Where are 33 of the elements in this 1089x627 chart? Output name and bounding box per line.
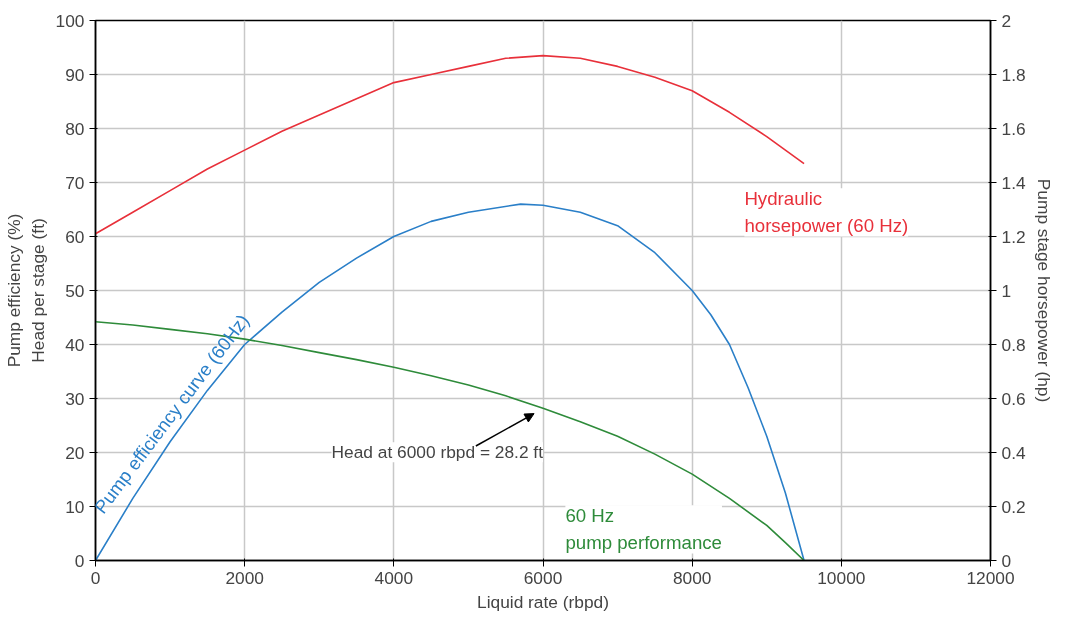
x-tick-label: 6000 [523,567,563,588]
y-tick-label: 40 [65,334,85,355]
y2-tick-label: 0.8 [1001,334,1026,355]
y-tick-label: 60 [65,226,85,247]
y-tick-label: 0 [74,550,85,571]
y2-tick-label: 1.2 [1001,226,1026,247]
x-axis-title: Liquid rate (rbpd) [477,591,609,612]
x-tick-label: 2000 [225,567,264,588]
y2-tick-label: 2 [1001,10,1012,31]
x-tick-label: 8000 [672,567,712,588]
y2-tick-label: 1.4 [1001,172,1026,193]
y-tick-label: 80 [65,118,85,139]
y-tick-label: 50 [65,280,85,301]
y-tick-label: 100 [55,10,85,31]
x-tick-label: 4000 [374,567,414,588]
y-tick-label: 20 [65,442,85,463]
text: Hydraulic horsepower (60 Hz) [744,188,909,237]
y2-tick-label: 0.4 [1001,442,1026,463]
x-tick-label: 10000 [817,567,866,588]
y-axis-title: Pump efficiency (%) Head per stage (ft) [3,213,48,368]
y2-axis-title: Pump stage horsepower (hp) [1033,178,1054,403]
y2-tick-label: 0.2 [1001,496,1026,517]
annotation: Head at 6000 rbpd = 28.2 ft [331,442,544,463]
x-tick-label: 0 [90,567,101,588]
y2-tick-label: 0.6 [1001,388,1026,409]
y-tick-label: 90 [65,64,85,85]
y-tick-label: 30 [65,388,85,409]
y2-tick-label: 1.6 [1001,118,1026,139]
y2-tick-label: 1.8 [1001,64,1026,85]
y2-tick-label: 1 [1001,280,1012,301]
y-tick-label: 10 [65,496,85,517]
series-label: 60 Hz pump performance [565,505,722,554]
y-tick-label: 70 [65,172,85,193]
